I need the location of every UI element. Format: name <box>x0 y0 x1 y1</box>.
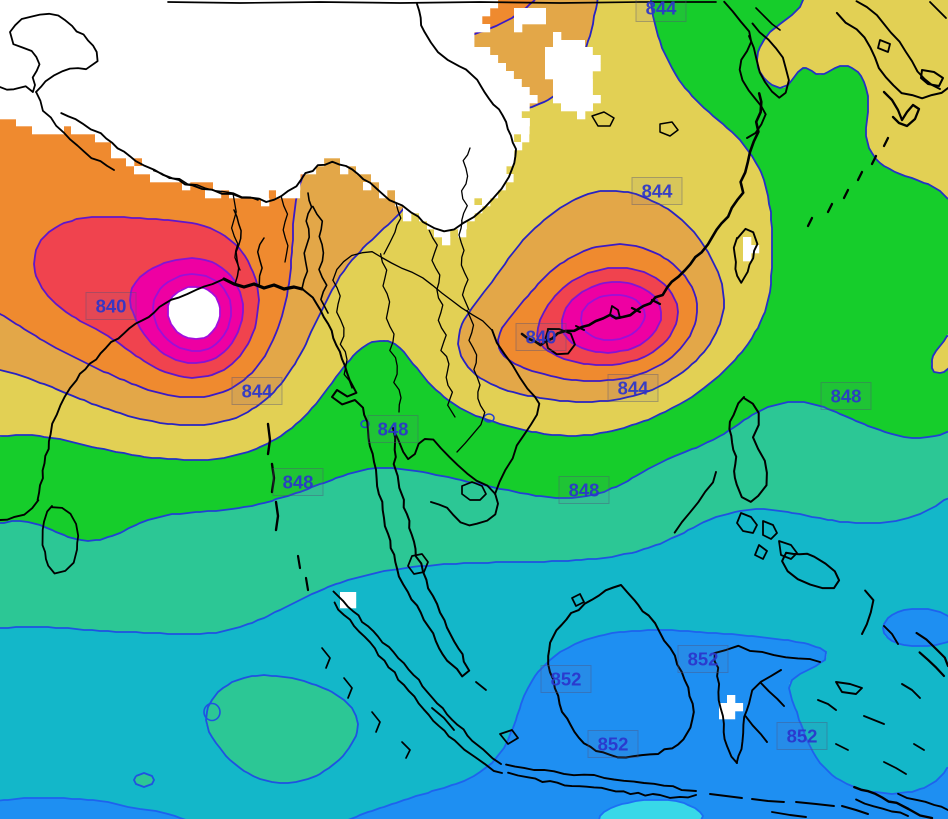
svg-text:852: 852 <box>551 669 582 690</box>
svg-text:852: 852 <box>787 726 818 747</box>
svg-text:848: 848 <box>831 386 862 407</box>
svg-text:852: 852 <box>598 734 629 755</box>
svg-text:852: 852 <box>688 649 719 670</box>
svg-text:844: 844 <box>646 0 678 19</box>
svg-text:840: 840 <box>96 296 127 317</box>
svg-text:848: 848 <box>378 419 409 440</box>
svg-text:844: 844 <box>242 381 274 402</box>
svg-text:844: 844 <box>642 181 674 202</box>
svg-text:848: 848 <box>569 480 600 501</box>
svg-text:844: 844 <box>618 378 650 399</box>
svg-text:840: 840 <box>526 327 557 348</box>
svg-text:848: 848 <box>283 472 314 493</box>
